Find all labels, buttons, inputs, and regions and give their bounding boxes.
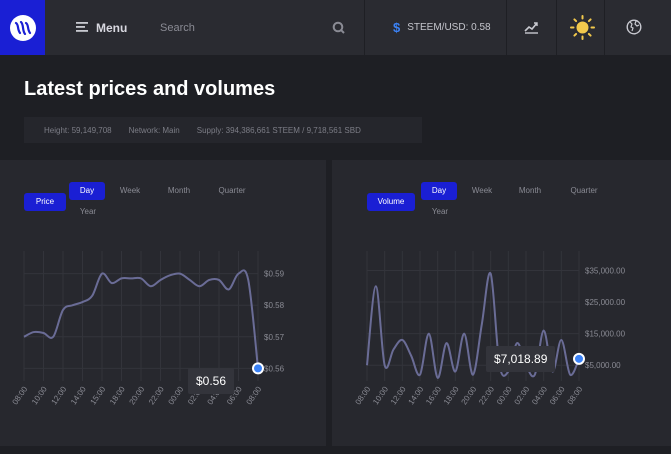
price-metric-button[interactable]: Price bbox=[24, 193, 66, 211]
tab-month[interactable]: Month bbox=[509, 182, 551, 200]
top-navigation-bar: Menu $ STEEM/USD: 0.58 bbox=[0, 0, 671, 55]
y-tick-label: $5,000.00 bbox=[585, 361, 621, 370]
y-tick-label: $25,000.00 bbox=[585, 298, 626, 307]
tab-day[interactable]: Day bbox=[69, 182, 105, 200]
current-value-marker bbox=[252, 362, 264, 375]
divider bbox=[506, 0, 507, 55]
x-tick-label: 08:00 bbox=[11, 384, 30, 406]
series-line bbox=[23, 269, 259, 369]
x-tick-label: 14:00 bbox=[69, 384, 88, 406]
tab-month[interactable]: Month bbox=[158, 182, 200, 200]
x-tick-label: 12:00 bbox=[389, 384, 408, 406]
network-stats-bar: Height: 59,149,708 Network: Main Supply:… bbox=[24, 117, 422, 143]
x-tick-label: 02:00 bbox=[513, 384, 532, 406]
tab-quarter[interactable]: Quarter bbox=[562, 182, 606, 200]
x-tick-label: 12:00 bbox=[50, 384, 69, 406]
x-tick-label: 04:00 bbox=[530, 384, 549, 406]
x-tick-label: 08:00 bbox=[245, 384, 264, 406]
menu-button[interactable]: Menu bbox=[76, 19, 127, 37]
volume-metric-button[interactable]: Volume bbox=[367, 193, 415, 211]
tab-year[interactable]: Year bbox=[424, 203, 456, 221]
x-tick-label: 20:00 bbox=[460, 384, 479, 406]
x-tick-label: 18:00 bbox=[108, 384, 127, 406]
y-tick-label: $35,000.00 bbox=[585, 266, 626, 275]
x-tick-label: 08:00 bbox=[566, 384, 585, 406]
x-tick-label: 18:00 bbox=[442, 384, 461, 406]
price-ticker[interactable]: $ STEEM/USD: 0.58 bbox=[393, 20, 491, 35]
x-tick-label: 10:00 bbox=[30, 384, 49, 406]
volume-chart: $35,000.00 $25,000.00 $15,000.00 $5,000.00 0… bbox=[354, 251, 626, 406]
dollar-icon: $ bbox=[393, 20, 401, 35]
x-tick-label: 10:00 bbox=[371, 384, 390, 406]
volume-chart-panel: Volume Day Week Month Quarter Year $35,0… bbox=[332, 160, 671, 446]
series-line bbox=[366, 272, 580, 379]
tab-week[interactable]: Week bbox=[464, 182, 500, 200]
divider bbox=[604, 0, 605, 55]
divider bbox=[556, 0, 557, 55]
tab-year[interactable]: Year bbox=[72, 203, 104, 221]
x-tick-label: 15:00 bbox=[89, 384, 108, 406]
search-input[interactable] bbox=[160, 17, 310, 39]
network-text: Network: Main bbox=[128, 125, 180, 135]
current-value-marker bbox=[573, 352, 585, 365]
x-tick-label: 08:00 bbox=[354, 384, 373, 406]
y-tick-label: $0.56 bbox=[264, 364, 285, 373]
hamburger-icon bbox=[76, 19, 89, 37]
x-tick-label: 06:00 bbox=[548, 384, 567, 406]
tab-day[interactable]: Day bbox=[421, 182, 457, 200]
x-tick-label: 00:00 bbox=[495, 384, 514, 406]
block-height-text: Height: 59,149,708 bbox=[44, 125, 112, 135]
volume-tooltip: $7,018.89 bbox=[486, 346, 556, 372]
y-tick-label: $0.59 bbox=[264, 270, 285, 279]
x-tick-label: 22:00 bbox=[477, 384, 496, 406]
tab-week[interactable]: Week bbox=[112, 182, 148, 200]
divider bbox=[364, 0, 365, 55]
menu-label: Menu bbox=[96, 21, 128, 35]
x-tick-label: 22:00 bbox=[147, 384, 166, 406]
y-tick-label: $15,000.00 bbox=[585, 330, 626, 339]
steem-logo-button[interactable] bbox=[0, 0, 45, 55]
ticker-text: STEEM/USD: 0.58 bbox=[407, 22, 491, 33]
page-title: Latest prices and volumes bbox=[24, 78, 276, 100]
steem-logo-icon bbox=[9, 14, 36, 41]
x-tick-label: 20:00 bbox=[128, 384, 147, 406]
globe-icon[interactable] bbox=[626, 19, 642, 40]
y-tick-label: $0.58 bbox=[264, 301, 285, 310]
x-tick-label: 16:00 bbox=[424, 384, 443, 406]
chart-line-icon[interactable] bbox=[524, 20, 539, 39]
tab-quarter[interactable]: Quarter bbox=[210, 182, 254, 200]
x-tick-label: 00:00 bbox=[167, 384, 186, 406]
supply-text: Supply: 394,386,661 STEEM / 9,718,561 SB… bbox=[196, 125, 361, 135]
price-chart-panel: Price Day Week Month Quarter Year $0.59 $… bbox=[0, 160, 326, 446]
y-tick-label: $0.57 bbox=[264, 333, 285, 342]
sun-icon[interactable] bbox=[570, 15, 595, 45]
search-icon[interactable] bbox=[332, 21, 345, 39]
x-tick-label: 14:00 bbox=[407, 384, 426, 406]
price-tooltip: $0.56 bbox=[188, 368, 235, 394]
